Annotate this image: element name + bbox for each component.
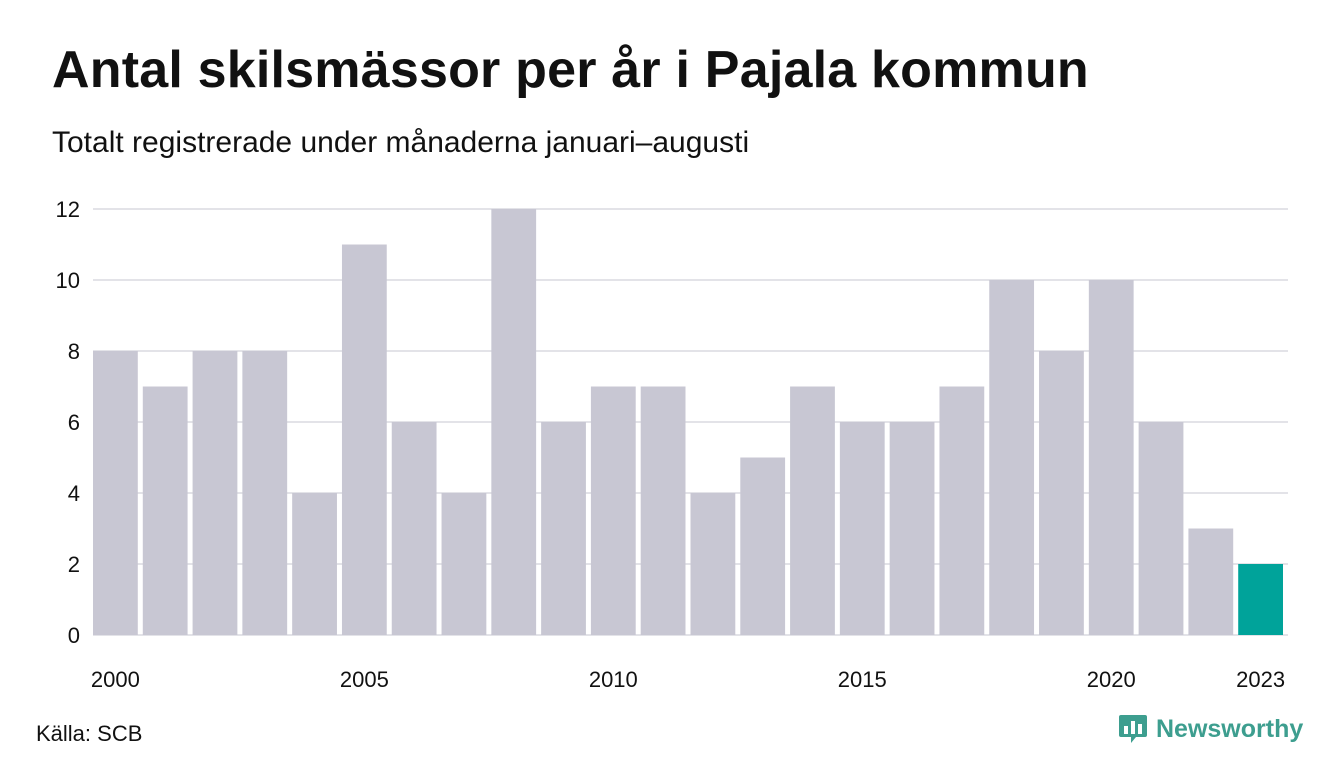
bar-2022: [1188, 528, 1234, 635]
bar-2011: [640, 386, 686, 635]
x-tick-label: 2010: [589, 667, 638, 692]
bar-2002: [192, 351, 238, 635]
bar-2000: [93, 351, 138, 635]
x-tick-label: 2020: [1087, 667, 1136, 692]
bar-2004: [292, 493, 337, 635]
y-tick-label: 8: [68, 339, 80, 364]
bar-2009: [541, 422, 586, 635]
y-tick-label: 0: [68, 623, 80, 648]
bar-2019: [1039, 351, 1084, 635]
bar-2015: [839, 422, 885, 635]
bar-2005: [341, 244, 387, 635]
bar-2012: [690, 493, 736, 635]
bar-2010: [590, 386, 636, 635]
bar-2018: [989, 280, 1035, 635]
x-tick-label: 2023: [1236, 667, 1285, 692]
y-tick-label: 10: [56, 268, 80, 293]
bar-2013: [740, 457, 786, 635]
bar-2014: [790, 386, 835, 635]
bar-2001: [142, 386, 188, 635]
bar-2007: [441, 493, 487, 635]
y-tick-label: 2: [68, 552, 80, 577]
y-tick-label: 4: [68, 481, 80, 506]
source-note: Källa: SCB: [36, 721, 143, 746]
x-tick-label: 2015: [838, 667, 887, 692]
bar-2023: [1238, 564, 1283, 635]
y-tick-label: 12: [56, 197, 80, 222]
x-tick-label: 2000: [91, 667, 140, 692]
bar-chart-bubble-icon: [1119, 715, 1147, 743]
bar-2008: [491, 209, 537, 635]
bar-2020: [1088, 280, 1134, 635]
chart-subtitle: Totalt registrerade under månaderna janu…: [52, 126, 750, 159]
y-tick-label: 6: [68, 410, 80, 435]
x-tick-label: 2005: [340, 667, 389, 692]
brand-logo: Newsworthy: [1118, 713, 1303, 745]
brand-name: Newsworthy: [1156, 714, 1304, 743]
bar-2021: [1138, 422, 1184, 635]
bar-2006: [391, 422, 437, 635]
chart-title: Antal skilsmässor per år i Pajala kommun: [52, 41, 1089, 99]
bar-2003: [242, 351, 288, 635]
bar-2016: [889, 422, 935, 635]
bar-2017: [939, 386, 985, 635]
